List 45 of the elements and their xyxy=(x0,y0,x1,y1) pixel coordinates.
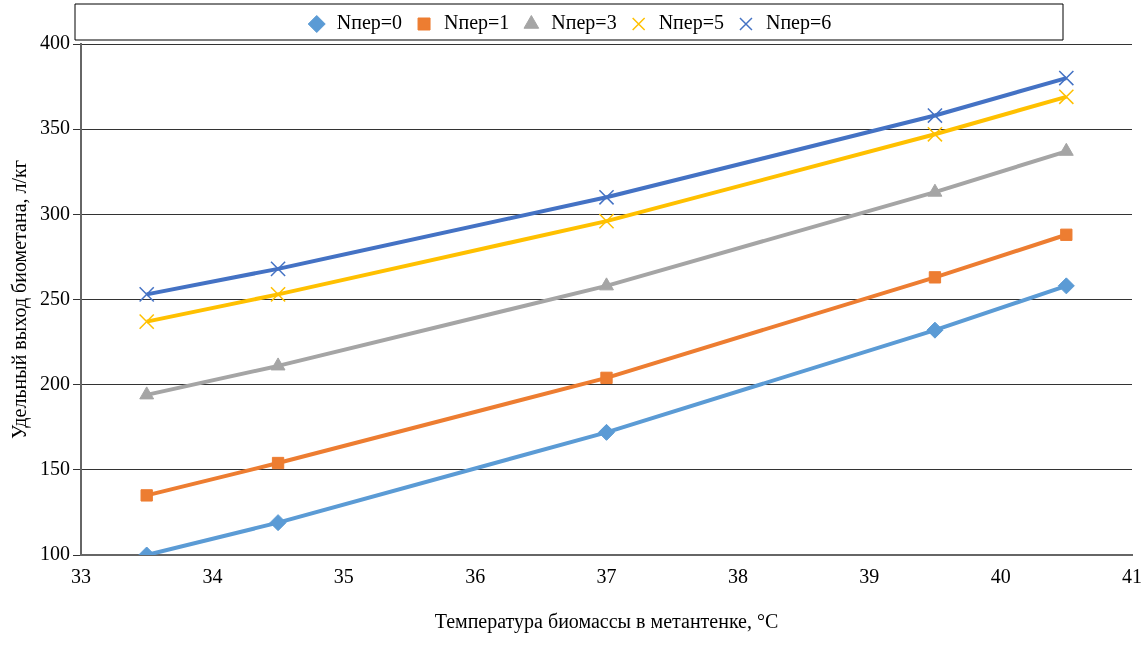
x-tick-label: 33 xyxy=(71,565,91,588)
point xyxy=(138,286,155,303)
point xyxy=(598,423,615,441)
legend-label: Nпер=6 xyxy=(765,11,832,35)
legend-label: Nпер=3 xyxy=(551,11,617,35)
x-tick-label: 36 xyxy=(465,565,486,588)
point xyxy=(269,514,287,532)
x-tick-label: 38 xyxy=(727,565,748,588)
x-tick-label: 34 xyxy=(202,565,223,588)
y-axis-title: Удельный выход биометана, л/кг xyxy=(8,159,32,440)
legend-label: Nпер=1 xyxy=(444,11,510,35)
point xyxy=(598,189,615,206)
point xyxy=(140,489,153,502)
y-tick-label: 100 xyxy=(40,542,70,565)
point xyxy=(598,213,615,229)
point xyxy=(927,126,943,143)
x-axis-title: Температура биомассы в метантенке, °C xyxy=(434,610,779,634)
point xyxy=(1058,88,1075,105)
y-tick-label: 150 xyxy=(40,457,70,480)
point xyxy=(139,386,155,400)
point xyxy=(271,456,285,470)
legend-label: Nпер=5 xyxy=(658,11,724,35)
point xyxy=(600,371,613,385)
x-tick-label: 39 xyxy=(859,565,880,588)
point xyxy=(928,271,942,284)
point xyxy=(270,261,286,277)
y-tick-label: 250 xyxy=(40,286,70,309)
point xyxy=(927,107,943,124)
point xyxy=(1057,277,1075,295)
point xyxy=(599,277,614,291)
x-tick-label: 40 xyxy=(990,565,1011,588)
y-tick-label: 200 xyxy=(40,371,70,394)
point xyxy=(926,321,944,339)
point xyxy=(1058,70,1075,86)
point xyxy=(270,357,286,371)
y-tick-label: 300 xyxy=(40,201,70,224)
y-tick-label: 400 xyxy=(40,31,70,54)
x-tick-label: 35 xyxy=(333,565,354,588)
x-tick-label: 37 xyxy=(596,565,617,588)
legend-label: Nпер=0 xyxy=(336,11,403,35)
point xyxy=(138,313,155,330)
point xyxy=(1060,228,1073,241)
y-tick-label: 350 xyxy=(40,116,70,139)
x-tick-label: 41 xyxy=(1122,565,1142,588)
point xyxy=(270,286,286,303)
